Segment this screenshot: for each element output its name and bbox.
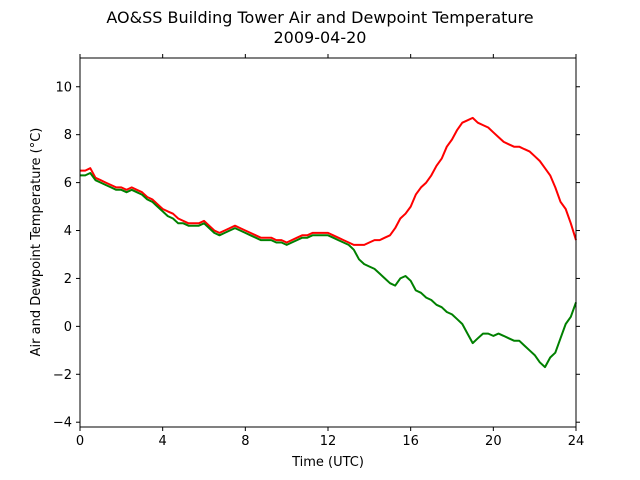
- chart-title: AO&SS Building Tower Air and Dewpoint Te…: [106, 8, 534, 27]
- x-tick-label: 8: [241, 434, 249, 449]
- series-layer: [80, 116, 577, 369]
- plot-frame: [79, 57, 577, 428]
- x-tick-label: 24: [568, 434, 585, 449]
- air-temperature-line: [80, 116, 577, 246]
- y-tick-label: 2: [64, 272, 72, 287]
- y-axis-ticks: −4 −2 0 2 4 6 8 10: [53, 80, 580, 431]
- x-tick-label: 20: [485, 434, 502, 449]
- x-axis-label: Time (UTC): [291, 455, 364, 470]
- y-axis-label: Air and Dewpoint Temperature (°C): [29, 128, 44, 357]
- x-tick-label: 16: [402, 434, 419, 449]
- y-tick-label: 10: [55, 80, 72, 95]
- y-tick-label: 0: [64, 320, 72, 335]
- y-tick-label: 4: [64, 224, 72, 239]
- chart-subtitle: 2009-04-20: [273, 28, 367, 47]
- x-tick-label: 4: [159, 434, 167, 449]
- y-tick-label: 8: [64, 128, 72, 143]
- x-tick-label: 0: [76, 434, 84, 449]
- dewpoint-temperature-line: [80, 172, 577, 369]
- y-tick-label: −2: [53, 368, 72, 383]
- x-tick-label: 12: [320, 434, 337, 449]
- y-tick-label: 6: [64, 176, 72, 191]
- x-axis-ticks: 0 4 8 12 16 20 24: [76, 54, 584, 449]
- y-tick-label: −4: [53, 416, 72, 431]
